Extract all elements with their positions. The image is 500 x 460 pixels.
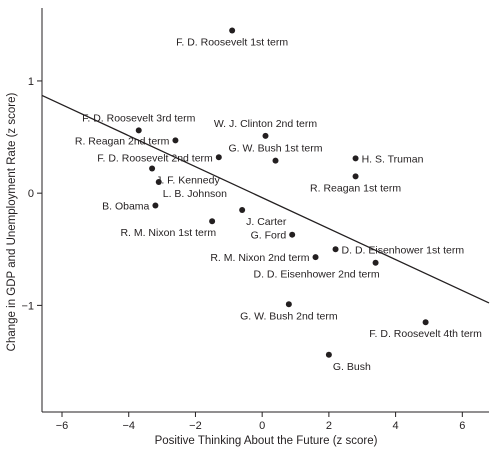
ticks: −6 −4 −2 0 2 4 6 −1 0 1: [21, 76, 465, 432]
x-axis-title: Positive Thinking About the Future (z sc…: [155, 435, 378, 447]
point-label: J. F. Kennedy: [156, 174, 220, 186]
point-label: R. M. Nixon 1st term: [120, 227, 216, 239]
axes: [41, 8, 489, 413]
point-label: D. D. Eisenhower 1st term: [342, 244, 465, 256]
data-point: [209, 218, 216, 225]
point-label: F. D. Roosevelt 1st term: [176, 36, 288, 48]
y-tick-label: 0: [28, 188, 34, 200]
data-point: [262, 132, 269, 139]
point-label: H. S. Truman: [362, 153, 424, 165]
data-point: [325, 351, 332, 358]
point-label: D. D. Eisenhower 2nd term: [254, 269, 380, 281]
x-tick-label: −6: [56, 420, 69, 432]
point-label: F. D. Roosevelt 2nd term: [97, 152, 213, 164]
point-label: F. D. Roosevelt 4th term: [369, 328, 482, 340]
data-point: [155, 178, 162, 185]
data-point: [239, 207, 246, 213]
x-tick-label: 0: [259, 420, 265, 432]
point-label: F. D. Roosevelt 3rd term: [82, 112, 195, 124]
point-label: G. Bush: [333, 361, 371, 373]
data-point: [285, 301, 292, 308]
data-point: [229, 27, 236, 34]
point-labels-layer: F. D. Roosevelt 1st term F. D. Roosevelt …: [75, 36, 482, 372]
data-point: [372, 259, 379, 266]
y-axis-title: Change in GDP and Unemployment Rate (z s…: [6, 93, 18, 352]
point-label: G. W. Bush 1st term: [229, 143, 323, 155]
x-tick-label: −2: [189, 420, 202, 432]
regression-line: [41, 94, 490, 304]
data-point: [352, 173, 359, 180]
x-tick-label: −4: [122, 420, 135, 432]
y-tick-label: −1: [21, 300, 34, 312]
data-points-layer: [135, 27, 429, 358]
data-point: [135, 127, 142, 134]
data-point: [289, 231, 296, 238]
data-point: [272, 157, 279, 164]
point-label: R. M. Nixon 2nd term: [210, 252, 309, 264]
data-point: [422, 319, 429, 326]
point-label: L. B. Johnson: [163, 188, 227, 200]
point-label: R. Reagan 2nd term: [75, 135, 170, 147]
point-label: W. J. Clinton 2nd term: [214, 118, 318, 130]
point-label: B. Obama: [102, 201, 149, 213]
point-label: G. W. Bush 2nd term: [240, 310, 338, 322]
data-point: [312, 254, 319, 261]
regression-line-layer: [41, 94, 490, 304]
data-point: [149, 165, 156, 172]
point-label: J. Carter: [246, 216, 287, 228]
data-point: [172, 137, 179, 144]
data-point: [332, 246, 339, 253]
x-tick-label: 2: [326, 420, 332, 432]
data-point: [215, 154, 222, 161]
point-label: G. Ford: [251, 230, 287, 242]
point-label: R. Reagan 1st term: [310, 182, 401, 194]
x-tick-label: 6: [459, 420, 465, 432]
x-tick-label: 4: [393, 420, 399, 432]
y-tick-label: 1: [28, 76, 34, 88]
data-point: [352, 155, 359, 162]
data-point: [152, 202, 159, 209]
